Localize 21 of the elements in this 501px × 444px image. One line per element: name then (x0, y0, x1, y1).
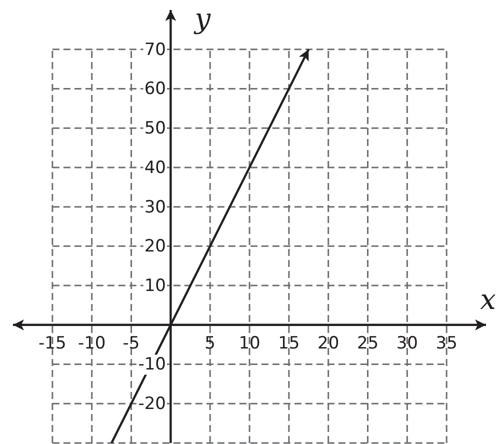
y-tick-label: -20 (138, 394, 166, 414)
y-tick-label: 40 (144, 158, 166, 178)
y-tick-label: -10 (138, 354, 166, 375)
x-tick-label: 35 (436, 333, 458, 354)
x-tick-label: 20 (318, 333, 340, 354)
y-tick-label: 20 (144, 236, 166, 257)
x-tick-label: -5 (122, 333, 140, 354)
x-tick-label: 10 (238, 333, 260, 354)
x-tick-label: 30 (396, 333, 418, 354)
y-tick-label: 30 (144, 197, 166, 218)
y-axis-title: y (192, 2, 212, 35)
y-tick-label: 70 (144, 40, 166, 60)
y-tick-label: 50 (144, 118, 166, 139)
x-tick-label: 25 (356, 333, 379, 354)
x-tick-label: -10 (78, 333, 106, 354)
x-tick-label: 15 (278, 333, 300, 354)
x-axis-title: x (480, 282, 496, 316)
x-tick-label: 5 (204, 333, 216, 354)
x-tick-label: -15 (38, 333, 66, 354)
y-tick-label: 60 (144, 79, 166, 100)
y-tick-label: 10 (144, 276, 166, 296)
